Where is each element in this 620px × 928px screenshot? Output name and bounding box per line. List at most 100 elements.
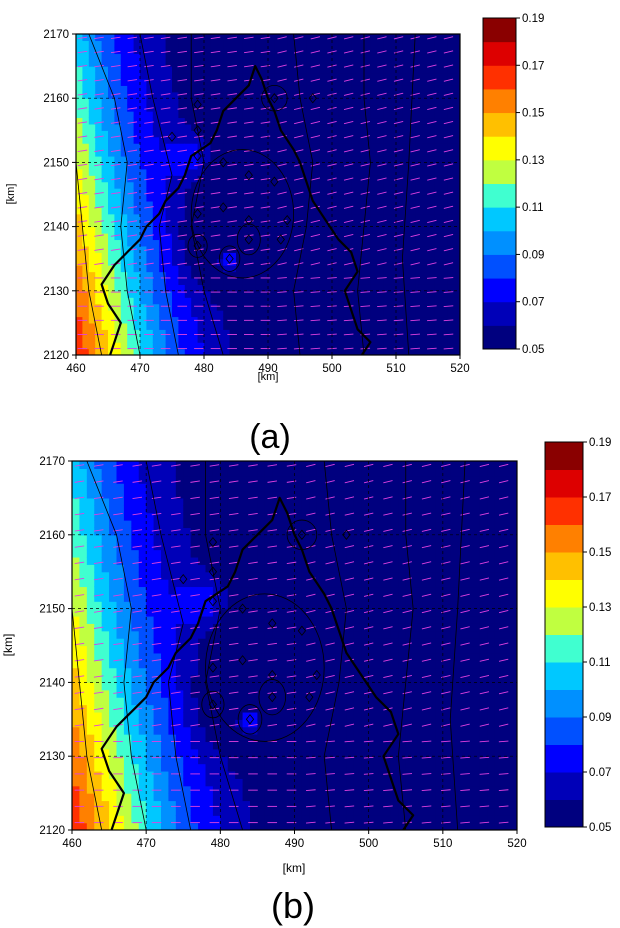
heat-cell bbox=[229, 226, 237, 234]
heat-cell bbox=[123, 785, 132, 794]
wind-vector bbox=[294, 234, 304, 238]
heat-cell bbox=[183, 815, 192, 824]
panel-caption: (a) bbox=[249, 418, 291, 456]
heat-cell bbox=[127, 271, 135, 279]
heat-cell bbox=[86, 608, 95, 617]
heat-cell bbox=[178, 66, 186, 74]
heat-cell bbox=[212, 497, 221, 506]
heat-cell bbox=[146, 111, 154, 119]
heat-cell bbox=[255, 188, 263, 196]
heat-cell bbox=[351, 284, 359, 292]
heat-cell bbox=[146, 155, 154, 163]
heat-cell bbox=[376, 194, 384, 202]
heat-cell bbox=[268, 303, 275, 311]
heat-cell bbox=[257, 793, 266, 802]
heat-cell bbox=[376, 239, 384, 247]
heat-cell bbox=[255, 258, 263, 266]
wind-vector bbox=[393, 149, 404, 153]
heat-cell bbox=[205, 512, 214, 521]
heat-cell bbox=[370, 297, 378, 305]
heat-cell bbox=[178, 239, 186, 247]
heat-cell bbox=[109, 719, 118, 728]
heat-cell bbox=[306, 239, 314, 247]
heat-cell bbox=[153, 726, 162, 735]
heat-cell bbox=[172, 316, 179, 324]
heat-cell bbox=[261, 168, 269, 176]
heat-cell bbox=[242, 593, 251, 602]
heat-cell bbox=[351, 34, 359, 42]
heat-cell bbox=[210, 284, 218, 292]
heat-cell bbox=[268, 252, 275, 260]
heat-cell bbox=[168, 564, 177, 573]
heat-cell bbox=[376, 117, 384, 125]
heat-cell bbox=[229, 162, 237, 170]
wind-vector bbox=[94, 163, 104, 167]
heat-cell bbox=[198, 763, 207, 772]
heat-cell bbox=[383, 342, 391, 350]
heat-cell bbox=[204, 136, 211, 144]
heat-cell bbox=[159, 342, 167, 350]
heat-cell bbox=[108, 123, 115, 131]
heat-cell bbox=[261, 322, 269, 330]
wind-vector bbox=[343, 205, 354, 209]
heat-cell bbox=[383, 155, 391, 163]
heat-cell bbox=[183, 601, 192, 610]
heat-cell bbox=[138, 756, 147, 765]
heat-cell bbox=[138, 800, 147, 809]
heat-cell bbox=[376, 226, 384, 234]
heat-cell bbox=[227, 800, 236, 809]
heat-cell bbox=[223, 46, 231, 54]
heat-cell bbox=[116, 615, 125, 624]
wind-vector bbox=[210, 220, 221, 223]
heat-cell bbox=[376, 303, 384, 311]
heat-cell bbox=[165, 342, 173, 350]
heat-cell bbox=[242, 200, 250, 208]
heat-cell bbox=[325, 226, 333, 234]
heat-cell bbox=[165, 284, 173, 292]
heat-cell bbox=[123, 822, 132, 830]
heat-cell bbox=[332, 188, 339, 196]
heat-cell bbox=[453, 40, 460, 48]
heat-cell bbox=[76, 72, 83, 80]
heat-cell bbox=[175, 512, 184, 521]
heat-cell bbox=[248, 233, 256, 241]
heat-cell bbox=[133, 277, 141, 285]
heat-cell bbox=[116, 534, 125, 543]
heat-cell bbox=[79, 741, 88, 750]
heat-cell bbox=[175, 601, 184, 610]
heat-cell bbox=[453, 111, 460, 119]
heat-cell bbox=[131, 601, 140, 610]
heat-cell bbox=[280, 188, 288, 196]
heat-cell bbox=[312, 310, 320, 318]
heat-cell bbox=[421, 220, 429, 228]
heat-cell bbox=[184, 188, 192, 196]
heat-cell bbox=[293, 265, 301, 273]
heat-cell bbox=[178, 277, 186, 285]
heat-cell bbox=[242, 461, 251, 469]
heat-cell bbox=[175, 527, 184, 536]
heat-cell bbox=[191, 130, 199, 138]
heat-cell bbox=[216, 162, 224, 170]
contour-loop bbox=[218, 245, 241, 272]
heat-cell bbox=[76, 78, 83, 86]
heat-cell bbox=[351, 310, 359, 318]
wind-vector bbox=[443, 135, 454, 139]
heat-cell bbox=[274, 342, 282, 350]
heat-cell bbox=[172, 98, 179, 106]
wind-vector bbox=[377, 333, 387, 336]
heat-cell bbox=[114, 143, 122, 151]
wind-vector bbox=[210, 177, 221, 181]
heat-cell bbox=[389, 310, 397, 318]
heat-cell bbox=[82, 85, 90, 93]
heat-cell bbox=[428, 72, 435, 80]
heat-cell bbox=[123, 726, 132, 735]
heat-cell bbox=[120, 342, 128, 350]
heat-cell bbox=[178, 143, 186, 151]
heat-cell bbox=[261, 59, 269, 67]
heat-cell bbox=[198, 593, 207, 602]
heat-cell bbox=[94, 652, 103, 661]
heat-cell bbox=[264, 571, 273, 580]
heat-cell bbox=[312, 53, 320, 61]
heat-cell bbox=[108, 168, 115, 176]
heat-cell bbox=[319, 239, 327, 247]
